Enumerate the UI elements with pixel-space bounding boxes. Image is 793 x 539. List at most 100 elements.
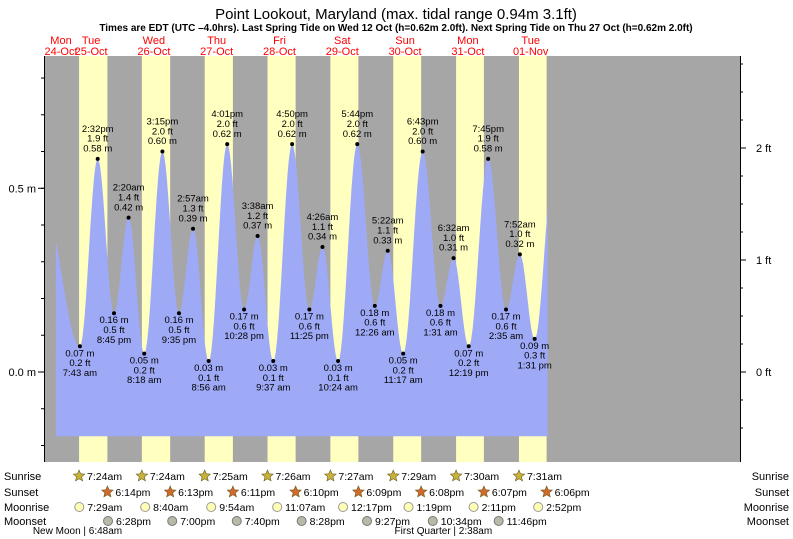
left-tick-label: 0.5 m — [8, 183, 36, 195]
moonrise-time: 8:40am — [153, 502, 188, 514]
axes: 0.0 m 0.5 m 0 ft 1 ft 2 ft — [8, 56, 771, 462]
moonset-entry: 7:00pm — [167, 516, 215, 528]
tide-label: 0.1 ft — [328, 373, 349, 384]
sunset-icon — [100, 485, 114, 498]
sunset-icon — [477, 485, 491, 498]
sunset-entry: 6:11pm — [226, 485, 275, 499]
chart-subtitle: Times are EDT (UTC –4.0hrs). Last Spring… — [99, 23, 692, 34]
moonset-entry: 7:40pm — [231, 516, 280, 528]
sunrise-icon — [72, 469, 86, 482]
tide-label: 1.3 ft — [182, 203, 203, 214]
tide-point — [255, 234, 260, 239]
tide-label: 1.0 ft — [443, 233, 464, 244]
chart-title: Point Lookout, Maryland (max. tidal rang… — [215, 6, 577, 23]
moonrise-time: 1:19pm — [417, 502, 452, 514]
tide-label: 0.17 m — [295, 312, 324, 323]
moonrise-icon — [272, 502, 283, 512]
tide-label: 0.62 m — [343, 129, 372, 140]
tide-label: 2:35 am — [489, 331, 523, 342]
tide-label: 0.58 m — [474, 143, 503, 154]
sunset-time: 6:09pm — [366, 487, 401, 499]
sunset-entry: 6:10pm — [289, 485, 339, 499]
tide-label: 0.5 ft — [168, 325, 189, 336]
tide-point — [191, 226, 196, 231]
tide-point — [206, 358, 211, 363]
tide-point — [242, 307, 247, 312]
tide-label: 8:45 pm — [97, 335, 131, 346]
moonset-time: 10:34pm — [441, 516, 482, 528]
sunrise-entry: 7:27am — [323, 469, 374, 483]
tide-label: 6:32am — [438, 223, 470, 234]
tide-point — [271, 358, 276, 363]
day-name-label: Tue — [82, 35, 101, 47]
tide-label: 0.42 m — [114, 202, 143, 213]
sunset-icon — [289, 485, 303, 498]
tide-label: 0.18 m — [426, 308, 455, 319]
tide-label: 11:17 am — [384, 375, 423, 386]
tide-label: 0.31 m — [439, 243, 468, 254]
tide-label: 0.17 m — [230, 312, 259, 323]
tide-label: 0.58 m — [83, 143, 112, 154]
row-label-left: Sunset — [4, 487, 38, 499]
tide-label: 1:31 am — [423, 327, 457, 338]
tide-label: 0.32 m — [505, 239, 534, 250]
tide-point — [451, 256, 456, 261]
moonrise-icon — [403, 502, 414, 512]
right-tick-label: 0 ft — [756, 367, 771, 379]
day-name-label: Fri — [273, 35, 286, 47]
tide-label: 10:24 am — [318, 383, 358, 394]
low-tide-marker: 0.09 m0.3 ft1:31 pm — [517, 336, 552, 372]
sunset-icon — [414, 485, 428, 498]
tide-label: 1.9 ft — [478, 134, 499, 145]
moonrise-icon — [140, 502, 151, 512]
tide-label: 7:52am — [504, 219, 536, 230]
sunrise-entry: 7:25am — [198, 469, 248, 483]
sunset-time: 6:06pm — [555, 487, 590, 499]
tide-label: 8:56 am — [191, 383, 225, 394]
sunset-icon — [540, 485, 554, 498]
moonrise-entry: 2:11pm — [468, 502, 516, 514]
tide-point — [320, 245, 325, 250]
sunrise-time: 7:24am — [87, 471, 122, 483]
moonset-time: 6:28pm — [116, 516, 151, 528]
sunset-icon — [163, 485, 177, 498]
moonrise-time: 12:17pm — [351, 502, 392, 514]
tide-label: 0.33 m — [373, 235, 402, 246]
tide-point — [486, 156, 491, 161]
day-date-label: 01-Nov — [513, 46, 549, 58]
sunrise-icon — [449, 469, 463, 482]
tide-height-area — [55, 144, 548, 437]
day-name-label: Mon — [50, 35, 71, 47]
sunset-icon — [351, 485, 365, 498]
moonrise-icon — [74, 502, 85, 512]
sunrise-time: 7:27am — [338, 471, 373, 483]
tide-label: 9:37 am — [256, 383, 290, 394]
sunrise-entry: 7:24am — [135, 469, 185, 483]
tide-point — [95, 156, 100, 161]
tide-label: 1:31 pm — [517, 361, 551, 372]
tide-label: 0.6 ft — [495, 321, 516, 332]
tide-label: 6:43pm — [407, 117, 439, 128]
tide-label: 1.9 ft — [87, 134, 108, 145]
tide-point — [385, 248, 390, 253]
tide-label: 1.0 ft — [509, 229, 530, 240]
tide-point — [307, 307, 312, 312]
sunrise-time: 7:29am — [401, 471, 436, 483]
moonset-entry: 11:46pm — [493, 516, 547, 528]
tide-label: 0.07 m — [65, 348, 94, 359]
tide-label: 0.6 ft — [430, 318, 451, 329]
sunset-time: 6:07pm — [492, 487, 527, 499]
sunrise-time: 7:26am — [276, 471, 311, 483]
moonset-entry: 10:34pm — [427, 516, 482, 528]
right-tick-label: 2 ft — [756, 143, 771, 155]
moonrise-entry: 7:29am — [74, 502, 123, 514]
tide-label: 0.39 m — [178, 213, 207, 224]
